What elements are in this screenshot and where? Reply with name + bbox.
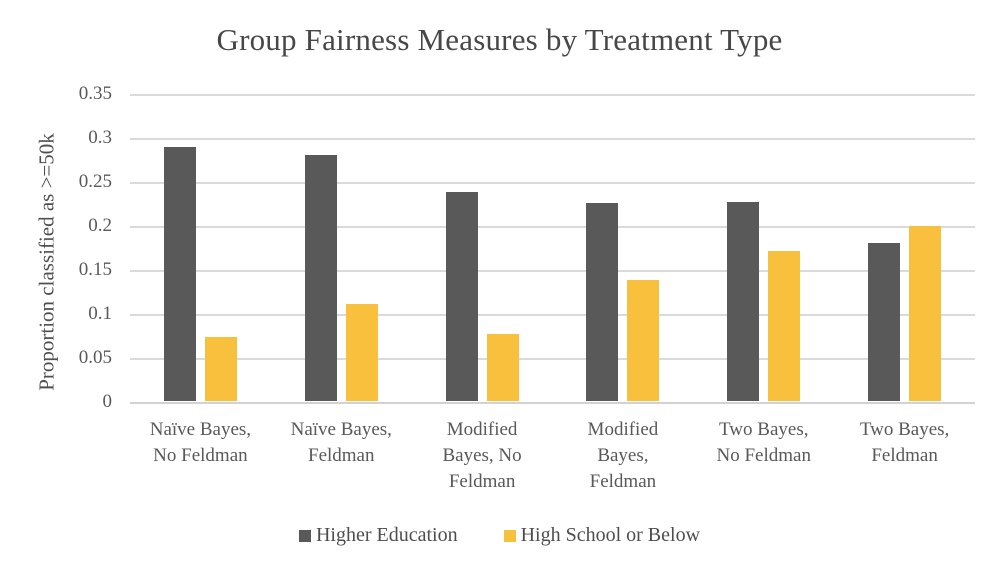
bar-high-school-or-below-group-1 [204, 337, 237, 401]
bar-higher-education-group-6 [868, 243, 901, 401]
x-category-label-2: Naïve Bayes, Feldman [290, 419, 392, 466]
bar-high-school-or-below-group-6 [909, 226, 942, 401]
bar-higher-education-group-4 [586, 203, 619, 401]
x-category-label-6: Two Bayes, Feldman [859, 419, 950, 466]
bar-higher-education-group-5 [727, 202, 760, 401]
gridline-0.2 [130, 226, 975, 228]
plot-area [130, 94, 975, 404]
x-category-label-1: Naïve Bayes, No Feldman [149, 419, 252, 466]
x-category-label-5: Two Bayes, No Feldman [716, 419, 811, 466]
bar-higher-education-group-3 [445, 192, 478, 401]
legend-item-higher-education: Higher Education [298, 524, 458, 547]
gridline-0 [130, 402, 975, 404]
chart-title: Group Fairness Measures by Treatment Typ… [216, 22, 783, 57]
x-category-label-3: Modified Bayes, No Feldman [442, 419, 522, 492]
gridline-0.35 [130, 94, 975, 96]
y-tick-label-0.3: 0.3 [88, 127, 112, 148]
y-tick-label-0.2: 0.2 [88, 215, 112, 236]
y-tick-label-0.05: 0.05 [78, 347, 112, 368]
bar-higher-education-group-2 [304, 155, 337, 401]
gridline-0.15 [130, 270, 975, 272]
y-tick-label-0.1: 0.1 [88, 303, 112, 324]
gridline-0.25 [130, 182, 975, 184]
gridline-0.1 [130, 314, 975, 316]
bar-high-school-or-below-group-5 [768, 251, 801, 401]
y-tick-label-0: 0 [102, 391, 113, 412]
legend-swatch-icon [503, 529, 516, 542]
legend-item-high-school-or-below: High School or Below [503, 524, 701, 547]
y-tick-label-0.15: 0.15 [78, 259, 112, 280]
bar-high-school-or-below-group-3 [486, 334, 519, 401]
x-category-label-4: Modified Bayes, Feldman [587, 419, 659, 492]
gridline-0.05 [130, 358, 975, 360]
y-tick-label-0.25: 0.25 [78, 171, 112, 192]
gridline-0.3 [130, 138, 975, 140]
bar-high-school-or-below-group-2 [345, 304, 378, 401]
bar-higher-education-group-1 [163, 147, 196, 401]
bar-high-school-or-below-group-4 [627, 280, 660, 401]
legend-swatch-icon [298, 529, 311, 542]
y-tick-label-0.35: 0.35 [78, 83, 112, 104]
legend: Higher Education High School or Below [0, 524, 999, 547]
legend-label: Higher Education [315, 524, 458, 546]
legend-label: High School or Below [520, 524, 701, 546]
